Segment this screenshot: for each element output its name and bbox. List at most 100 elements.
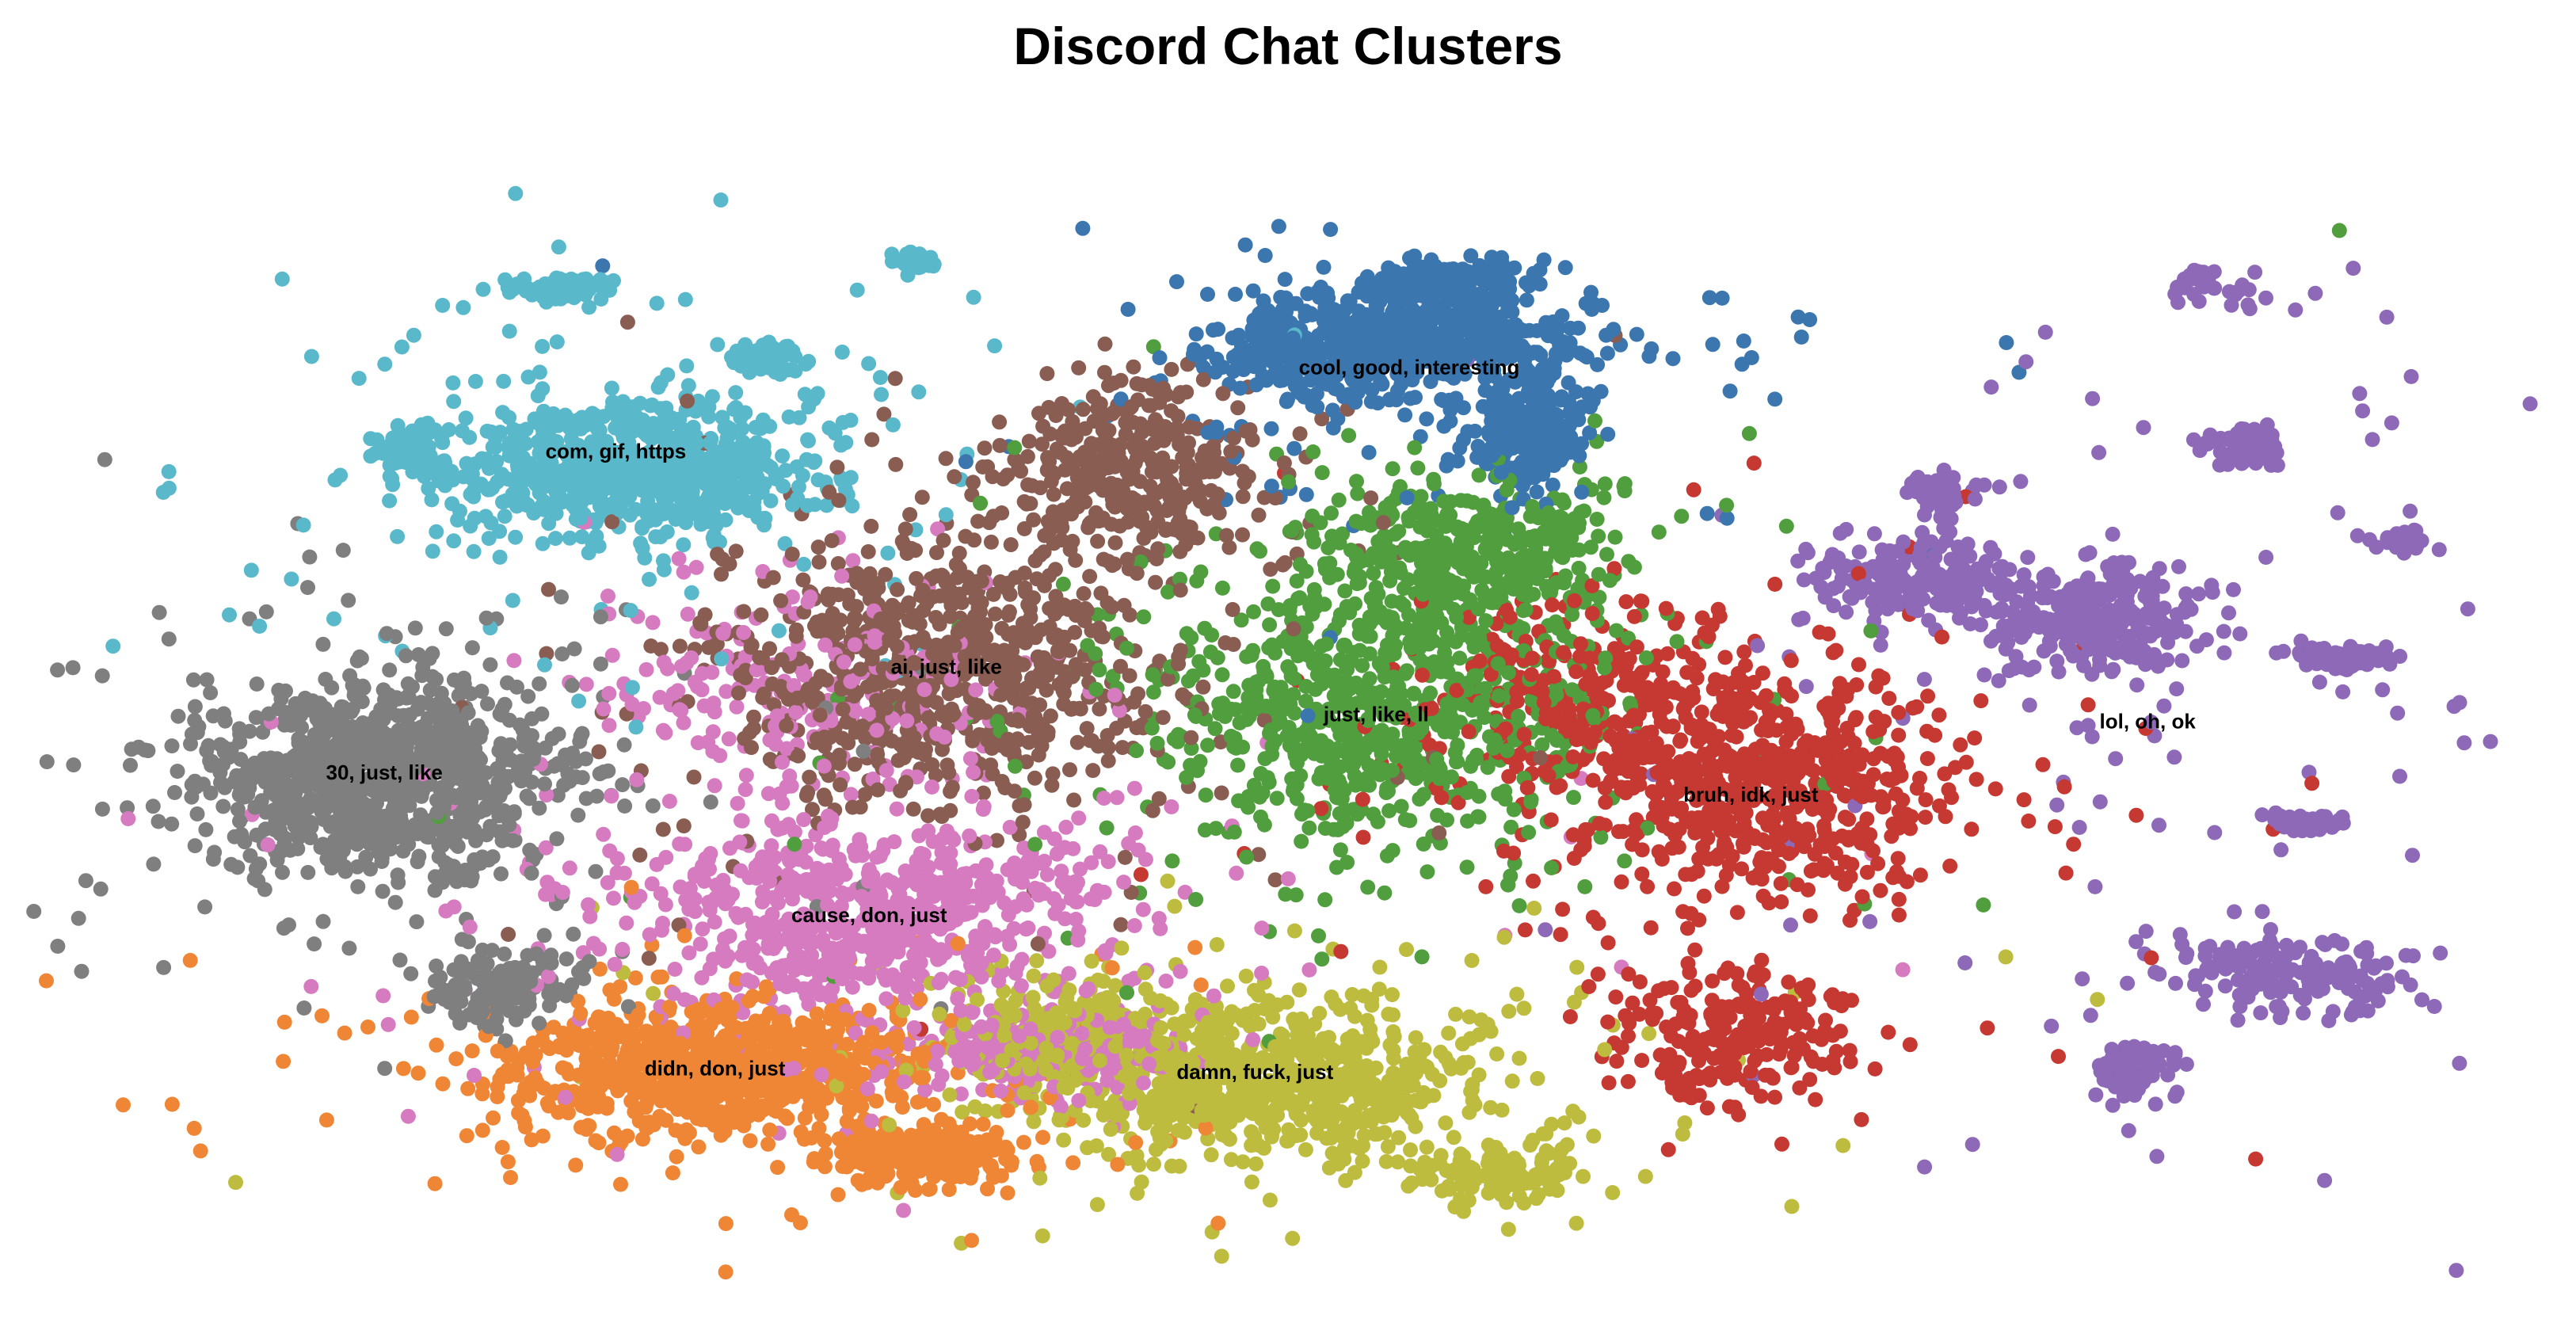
data-point [1134, 1174, 1149, 1190]
data-point [1497, 791, 1513, 807]
data-point [1535, 1126, 1551, 1142]
data-point [1092, 701, 1107, 717]
data-point [773, 593, 789, 608]
data-point [1076, 585, 1092, 601]
data-point [203, 685, 219, 700]
data-point [770, 1160, 786, 1176]
points-layer [26, 185, 2538, 1280]
data-point [796, 556, 812, 572]
data-point [1248, 1156, 1263, 1172]
data-point [2405, 848, 2420, 863]
data-point [2166, 749, 2182, 765]
data-point [908, 543, 924, 558]
data-point [646, 985, 661, 1001]
data-point [1590, 966, 1606, 982]
data-point [1734, 861, 1750, 877]
data-point [1107, 535, 1123, 551]
data-point [1235, 489, 1251, 505]
data-point [2008, 649, 2024, 665]
data-point [1254, 966, 1270, 981]
data-point [429, 524, 444, 539]
data-point [2288, 302, 2304, 318]
data-point [1958, 754, 1974, 770]
data-point [1729, 905, 1745, 920]
data-point [1286, 923, 1302, 939]
data-point [2365, 432, 2380, 448]
data-point [2433, 945, 2448, 961]
data-point [2227, 904, 2243, 920]
data-point [341, 593, 356, 608]
data-point [2129, 677, 2145, 693]
data-point [2254, 807, 2270, 823]
data-point [1968, 772, 1984, 787]
data-point [1680, 920, 1695, 936]
data-point [1641, 349, 1657, 364]
data-point [1518, 602, 1534, 618]
data-point [655, 821, 671, 837]
data-point [1596, 490, 1612, 505]
data-point [1214, 1248, 1229, 1264]
data-point [775, 448, 791, 464]
data-point [805, 802, 820, 818]
data-point [97, 452, 112, 467]
data-point [870, 782, 886, 798]
data-point [249, 677, 265, 692]
data-point [478, 610, 494, 626]
data-point [1571, 560, 1587, 576]
data-point [1538, 922, 1553, 938]
data-point [992, 414, 1008, 430]
data-point [657, 725, 673, 741]
data-point [1767, 577, 1783, 592]
data-point [1617, 853, 1633, 869]
data-point [1696, 888, 1712, 904]
data-point [600, 589, 615, 604]
data-point [1263, 421, 1279, 436]
data-point [1015, 814, 1031, 830]
data-point [482, 657, 498, 673]
data-point [868, 1093, 884, 1109]
data-point [1245, 283, 1261, 299]
data-point [1562, 1009, 1578, 1024]
data-point [1983, 539, 1999, 555]
data-point [187, 838, 203, 854]
data-point [644, 876, 660, 892]
data-point [2330, 505, 2345, 520]
data-point [1092, 662, 1107, 678]
data-point [1020, 477, 1036, 493]
data-point [1209, 937, 1225, 952]
data-point [145, 798, 161, 814]
data-point [1172, 1158, 1187, 1174]
data-point [2082, 545, 2098, 561]
data-point [1298, 1142, 1313, 1157]
data-point [967, 1099, 983, 1115]
data-point [1574, 484, 1590, 500]
data-point [1220, 978, 1235, 994]
data-point [1446, 1130, 1461, 1145]
data-point [2403, 368, 2419, 384]
data-point [800, 432, 816, 448]
data-point [161, 463, 177, 479]
data-point [243, 562, 259, 578]
data-point [1719, 510, 1735, 526]
data-point [1419, 411, 1435, 427]
data-point [762, 1122, 778, 1138]
data-point [1228, 287, 1243, 302]
data-point [730, 795, 745, 811]
data-point [571, 693, 587, 709]
data-point [1597, 476, 1613, 492]
data-point [1452, 650, 1468, 666]
data-point [205, 852, 221, 867]
data-point [318, 1112, 334, 1128]
data-point [493, 866, 509, 882]
data-point [1826, 598, 1842, 614]
data-point [1131, 1157, 1147, 1173]
data-point [2121, 1122, 2136, 1138]
data-point [1891, 907, 1907, 923]
data-point [1191, 654, 1207, 669]
data-point [1586, 1128, 1602, 1144]
data-point [1399, 942, 1414, 958]
data-point [1027, 770, 1042, 786]
data-point [1046, 486, 1061, 502]
data-point [406, 327, 421, 343]
data-point [394, 339, 410, 355]
